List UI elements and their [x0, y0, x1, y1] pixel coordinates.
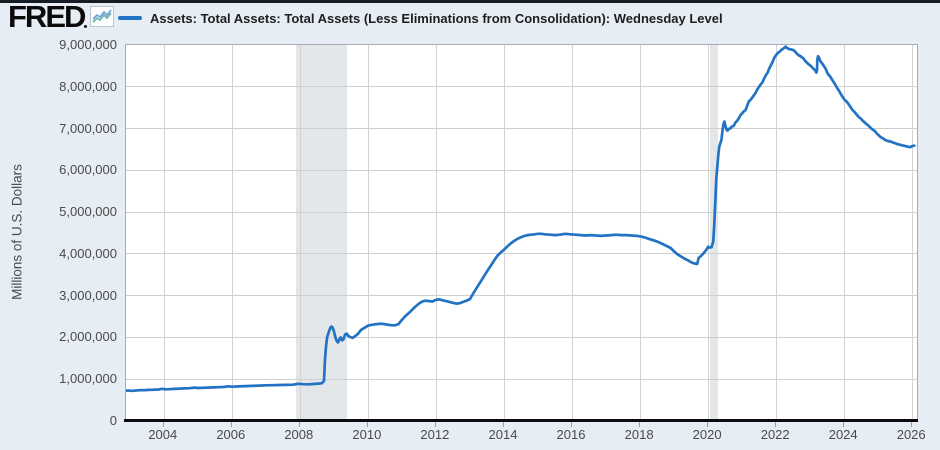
y-axis-tick-label: 0 [109, 413, 117, 428]
fred-logo-chart-icon [90, 6, 114, 27]
h-gridline [126, 336, 917, 338]
x-axis-tick-mark [707, 422, 709, 427]
v-gridline [912, 45, 914, 421]
y-axis-tick-label: 1,000,000 [59, 371, 117, 387]
y-axis-tick-label: 2,000,000 [59, 329, 117, 345]
v-gridline [299, 45, 301, 421]
y-axis-tick-label: 9,000,000 [59, 37, 117, 52]
x-axis-tick-label: 2006 [216, 427, 246, 442]
v-gridline [640, 45, 642, 421]
h-gridline [126, 295, 917, 297]
h-gridline [126, 169, 917, 171]
x-axis-tick-mark [230, 422, 232, 427]
v-gridline [231, 45, 233, 421]
x-axis-tick-label: 2024 [828, 427, 858, 442]
v-gridline [435, 45, 437, 421]
x-axis-tick-mark [298, 422, 300, 427]
h-gridline [126, 211, 917, 213]
v-gridline [844, 45, 846, 421]
fred-logo[interactable]: FRED [8, 0, 86, 34]
y-axis-tick-label: 6,000,000 [59, 162, 117, 178]
v-gridline [572, 45, 573, 421]
x-axis-tick-label: 2020 [692, 427, 722, 442]
h-gridline [126, 253, 917, 255]
y-axis-tick-label: 8,000,000 [59, 78, 117, 94]
x-axis-tick-mark [775, 422, 777, 427]
x-axis-tick-mark [639, 422, 641, 427]
legend: Assets: Total Assets: Total Assets (Less… [118, 3, 723, 33]
registered-mark [84, 25, 87, 28]
header: FRED Assets: Total Assets: Total Assets … [0, 0, 940, 34]
line-chart-canvas [126, 45, 916, 393]
y-axis-tick-label: 3,000,000 [59, 287, 117, 303]
x-axis-tick-label: 2026 [896, 427, 926, 442]
x-axis-tick-label: 2010 [352, 427, 382, 442]
x-axis-line [124, 419, 918, 422]
legend-line-swatch [118, 16, 142, 20]
h-gridline [126, 378, 917, 380]
y-axis-tick-label: 7,000,000 [59, 120, 117, 136]
v-gridline [163, 45, 165, 421]
x-axis-tick-label: 2016 [556, 427, 586, 442]
x-axis-tick-mark [843, 422, 845, 427]
x-axis-tick-mark [911, 422, 913, 427]
h-gridline [126, 86, 917, 88]
x-axis-tick-mark [503, 422, 504, 427]
plot-area[interactable] [125, 44, 918, 421]
v-gridline [776, 45, 778, 421]
x-axis-tick-label: 2008 [284, 427, 314, 442]
x-axis-tick-label: 2022 [760, 427, 790, 442]
x-axis-tick-mark [434, 422, 436, 427]
y-axis-tick-label: 4,000,000 [59, 245, 117, 261]
x-axis-tick-label: 2014 [488, 427, 518, 442]
recession-band [296, 45, 348, 421]
v-gridline [367, 45, 369, 421]
x-axis-tick-mark [571, 422, 572, 427]
data-line-path [126, 45, 916, 393]
y-axis-tick-label: 5,000,000 [59, 204, 117, 220]
y-axis-title: Millions of U.S. Dollars [9, 164, 25, 300]
x-axis-tick-mark [366, 422, 368, 427]
x-axis-tick-label: 2012 [420, 427, 450, 442]
v-gridline [504, 45, 505, 421]
v-gridline [708, 45, 710, 421]
legend-series-label: Assets: Total Assets: Total Assets (Less… [150, 10, 723, 26]
h-gridline [126, 128, 917, 130]
x-axis-tick-mark [162, 422, 164, 427]
x-axis-tick-label: 2018 [624, 427, 654, 442]
window-top-edge [0, 0, 940, 3]
x-axis-tick-label: 2004 [148, 427, 178, 442]
